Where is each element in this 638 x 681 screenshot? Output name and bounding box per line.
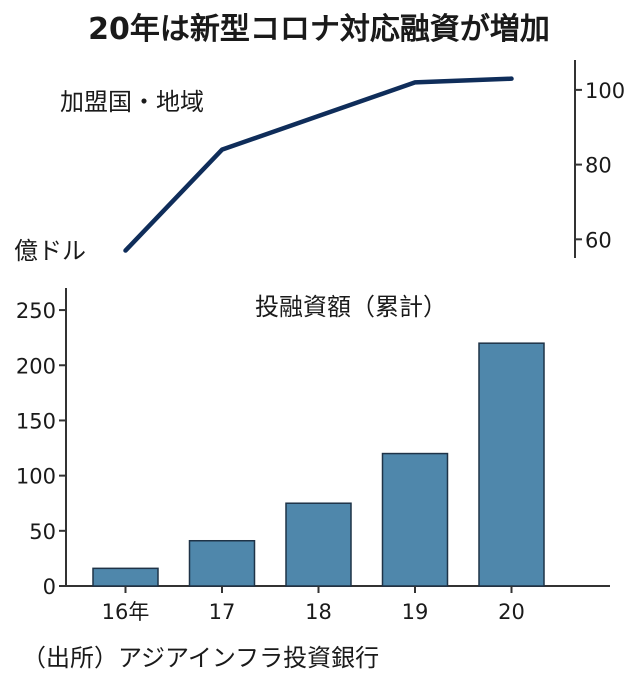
line-point bbox=[317, 114, 320, 118]
bar bbox=[285, 502, 352, 587]
line-point bbox=[413, 80, 417, 84]
chart-title: 20年は新型コロナ対応融資が増加 bbox=[88, 12, 550, 47]
line-point bbox=[124, 249, 127, 253]
bar-chart-panel: 0 50 100 150 200 250 16年 17 18 19 20 投融資額（累計） bbox=[16, 288, 610, 624]
bar-x-tick-label: 19 bbox=[402, 600, 429, 624]
bar-x-tick-label: 20 bbox=[498, 600, 525, 624]
line-point bbox=[510, 77, 513, 81]
bar-series-label: 投融資額（累計） bbox=[255, 293, 447, 321]
line-y-tick-label: 60 bbox=[585, 228, 612, 252]
source-note: （出所）アジアインフラ投資銀行 bbox=[22, 644, 380, 672]
unit-annotation: 億ドル bbox=[14, 237, 86, 265]
bar-y-tick-label: 200 bbox=[16, 354, 56, 378]
bar bbox=[381, 452, 449, 587]
bar-x-tick-label: 17 bbox=[209, 600, 236, 624]
bar-y-tick-label: 0 bbox=[43, 575, 56, 599]
bar-y-tick-label: 100 bbox=[16, 465, 56, 489]
bar-y-tick-label: 250 bbox=[16, 299, 56, 323]
bar bbox=[92, 567, 159, 587]
bar-x-tick-label: 18 bbox=[305, 600, 332, 624]
line-series-label: 加盟国・地域 bbox=[60, 88, 204, 116]
line-y-tick-label: 80 bbox=[585, 154, 612, 178]
bar bbox=[188, 539, 256, 587]
bar bbox=[478, 342, 545, 587]
line-y-tick-label: 100 bbox=[585, 79, 625, 103]
bar-y-tick-label: 50 bbox=[29, 520, 56, 544]
bar-y-tick-label: 150 bbox=[16, 409, 56, 433]
line-point bbox=[220, 148, 224, 152]
bar-x-tick-label: 16年 bbox=[102, 600, 150, 624]
